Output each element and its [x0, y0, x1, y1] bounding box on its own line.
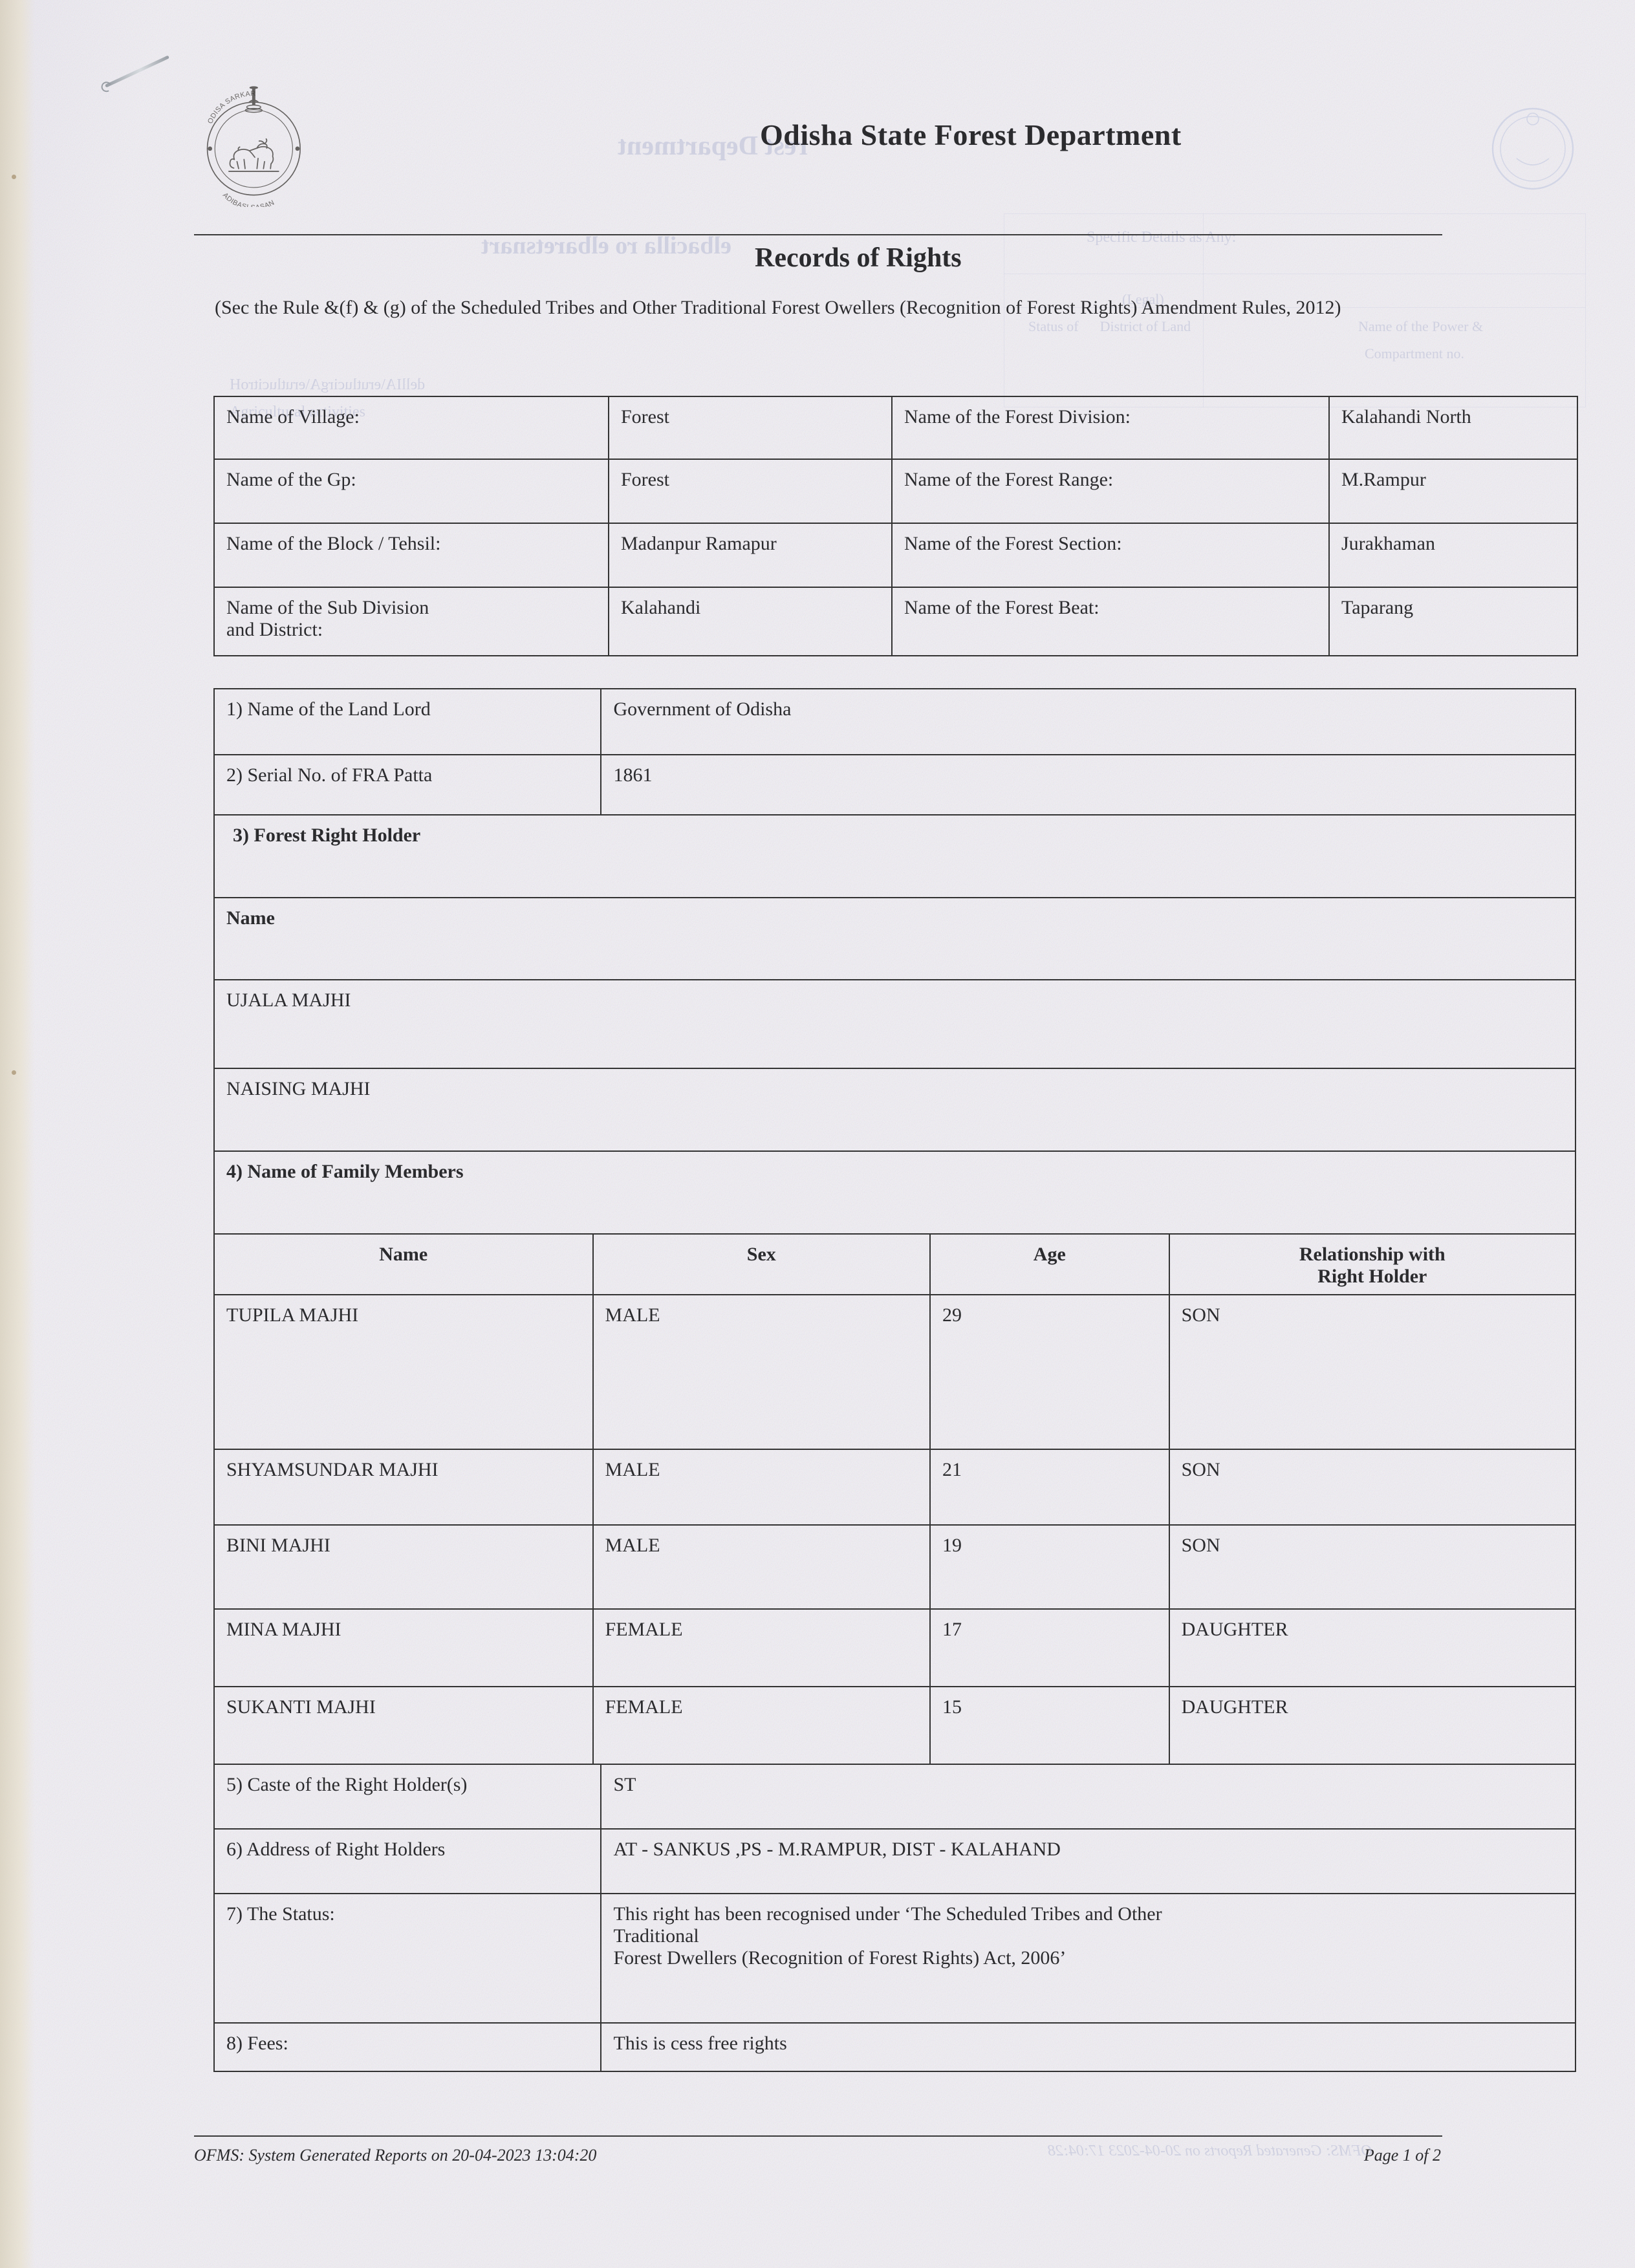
svg-text:ADIBASI SASAN: ADIBASI SASAN: [221, 191, 276, 207]
svg-text:ODISA SARKAR: ODISA SARKAR: [206, 90, 256, 125]
